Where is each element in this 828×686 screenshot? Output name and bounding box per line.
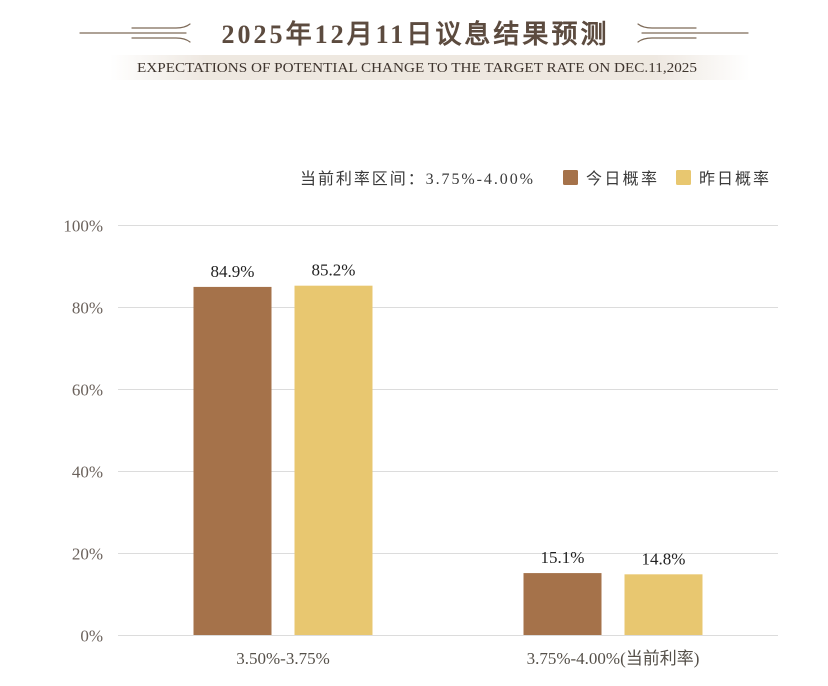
legend-swatch-series-1: [676, 170, 691, 185]
legend-label-series-1: 昨日概率: [699, 170, 769, 188]
bar-series-0-category-0: [193, 286, 272, 635]
bar-series-1-category-1: [624, 574, 703, 635]
y-tick-label: 80%: [72, 299, 103, 318]
bars: [193, 285, 703, 635]
legend-item-series-0: 今日概率: [563, 170, 657, 188]
legend-label-series-0: 今日概率: [586, 170, 657, 188]
chart-title: 2025年12月11日议息结果预测: [222, 19, 607, 49]
bar-value-label-series-1-category-1: 14.8%: [642, 549, 686, 568]
x-axis-labels: 3.50%-3.75% 3.75%-4.00%(当前利率): [236, 649, 699, 668]
bar-value-label-series-0-category-1: 15.1%: [541, 548, 585, 567]
title-ornament-left: [79, 23, 191, 43]
header: 2025年12月11日议息结果预测 EXPECTATIONS OF POTENT…: [79, 19, 750, 80]
bar-value-labels: 84.9% 85.2% 15.1% 14.8%: [211, 261, 686, 569]
y-tick-label: 100%: [63, 217, 103, 236]
subtitle-band: [110, 55, 750, 80]
legend-item-series-1: 昨日概率: [676, 170, 769, 188]
y-tick-label: 0%: [80, 627, 103, 646]
legend: 当前利率区间：3.75%-4.00% 今日概率 昨日概率: [300, 170, 769, 188]
x-tick-label: 3.50%-3.75%: [236, 649, 329, 668]
y-tick-label: 40%: [72, 463, 103, 482]
bar-series-1-category-0: [294, 285, 373, 635]
legend-swatch-series-0: [563, 170, 578, 185]
chart-subtitle: EXPECTATIONS OF POTENTIAL CHANGE TO THE …: [137, 61, 697, 76]
bar-value-label-series-0-category-0: 84.9%: [211, 262, 255, 281]
title-ornament-right: [637, 23, 749, 43]
bar-value-label-series-1-category-0: 85.2%: [312, 261, 356, 280]
legend-current-range: 当前利率区间：3.75%-4.00%: [300, 170, 533, 188]
x-tick-label: 3.75%-4.00%(当前利率): [527, 649, 700, 668]
y-axis-labels: 0% 20% 40% 60% 80% 100%: [63, 217, 103, 646]
bar-series-0-category-1: [523, 573, 602, 635]
y-tick-label: 60%: [72, 381, 103, 400]
y-tick-label: 20%: [72, 545, 103, 564]
